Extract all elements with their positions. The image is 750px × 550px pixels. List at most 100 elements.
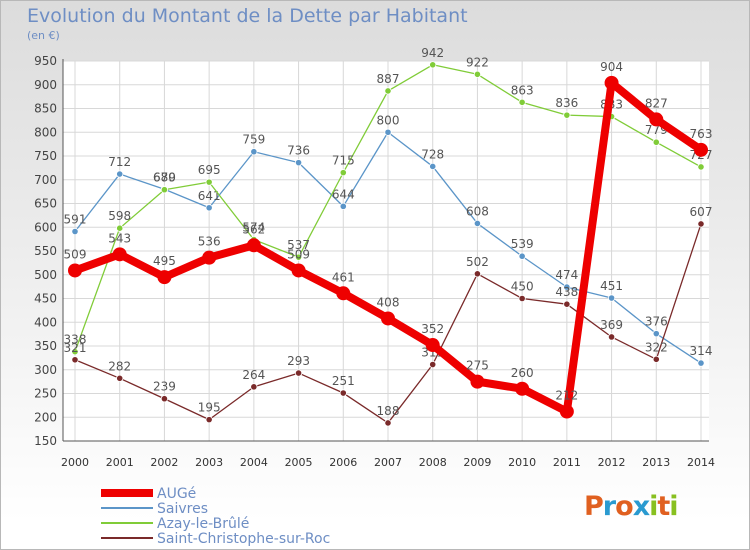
data-point xyxy=(294,159,303,167)
legend-label: Azay-le-Brûlé xyxy=(157,516,249,532)
data-point xyxy=(205,204,213,212)
data-point xyxy=(116,224,124,232)
logo-letter: x xyxy=(632,491,650,522)
data-label: 598 xyxy=(108,209,131,223)
data-point xyxy=(116,374,124,382)
legend-item: AUGé xyxy=(101,486,196,502)
data-point xyxy=(205,178,213,186)
data-label: 264 xyxy=(242,368,265,382)
data-point xyxy=(71,348,79,356)
data-label: 763 xyxy=(690,127,713,141)
y-tick-label: 400 xyxy=(34,315,57,329)
legend-label: Saint-Christophe-sur-Roc xyxy=(157,531,330,547)
data-label: 591 xyxy=(64,213,87,227)
data-point xyxy=(473,70,482,78)
y-tick-label: 750 xyxy=(34,149,57,163)
data-point xyxy=(470,374,485,389)
data-label: 450 xyxy=(511,280,534,294)
logo-letter: i xyxy=(669,491,678,522)
data-point xyxy=(250,148,258,156)
data-label: 679 xyxy=(153,171,176,185)
data-point xyxy=(291,263,306,278)
series-1: 591 712 680 641 759 736 644 800 728 608 539 474 451 3… xyxy=(64,113,712,367)
data-point xyxy=(563,283,571,291)
logo-letter: t xyxy=(657,491,670,522)
data-point xyxy=(384,87,392,95)
data-point xyxy=(294,369,303,377)
x-tick-label: 2006 xyxy=(329,456,357,469)
data-label: 188 xyxy=(377,404,400,418)
data-label: 942 xyxy=(421,46,444,60)
data-label: 352 xyxy=(421,322,444,336)
data-point xyxy=(518,252,526,260)
chart-title: Evolution du Montant de la Dette par Hab… xyxy=(27,5,468,27)
data-label: 863 xyxy=(511,83,534,97)
data-label: 502 xyxy=(466,255,489,269)
data-point xyxy=(339,169,347,177)
data-label: 800 xyxy=(377,113,400,127)
data-point xyxy=(160,186,169,194)
data-point xyxy=(336,286,351,301)
data-point xyxy=(652,330,660,338)
data-point xyxy=(339,202,347,210)
data-label: 260 xyxy=(511,366,534,380)
y-tick-label: 850 xyxy=(34,102,57,116)
y-tick-label: 800 xyxy=(34,125,57,139)
data-label: 251 xyxy=(332,374,355,388)
data-point xyxy=(384,128,392,136)
data-label: 369 xyxy=(600,318,623,332)
data-label: 537 xyxy=(287,238,310,252)
y-tick-label: 350 xyxy=(34,339,57,353)
data-label: 759 xyxy=(242,133,265,147)
data-point xyxy=(339,389,347,397)
legend-item: Azay-le-Brûlé xyxy=(101,516,249,532)
y-tick-label: 900 xyxy=(34,78,57,92)
series-0: 509 543 495 536 562 509 461 408 352 275 260 212 904 8… xyxy=(64,60,713,419)
data-point xyxy=(607,294,616,302)
y-tick-label: 500 xyxy=(34,268,57,282)
data-point xyxy=(607,333,616,341)
data-point xyxy=(604,75,619,90)
logo-letter: P xyxy=(584,491,604,522)
data-point xyxy=(652,138,660,146)
data-point xyxy=(515,381,530,396)
x-tick-label: 2001 xyxy=(106,456,134,469)
data-label: 695 xyxy=(198,163,221,177)
data-label: 239 xyxy=(153,380,176,394)
data-label: 321 xyxy=(64,341,87,355)
data-point xyxy=(112,247,127,262)
data-point xyxy=(429,162,437,171)
data-label: 536 xyxy=(198,235,221,249)
data-label: 539 xyxy=(511,237,534,251)
data-label: 887 xyxy=(377,72,400,86)
data-point xyxy=(250,383,258,391)
data-point xyxy=(68,263,82,278)
data-point xyxy=(473,219,482,228)
data-label: 282 xyxy=(108,359,131,373)
y-tick-label: 150 xyxy=(34,434,57,448)
data-point xyxy=(697,359,705,367)
data-label: 712 xyxy=(108,155,131,169)
x-tick-label: 2004 xyxy=(240,456,268,469)
y-tick-label: 550 xyxy=(34,244,57,258)
y-tick-label: 200 xyxy=(34,410,57,424)
y-tick-label: 450 xyxy=(34,292,57,306)
data-point xyxy=(697,163,705,171)
data-label: 509 xyxy=(64,247,87,261)
data-point xyxy=(518,294,526,303)
x-tick-label: 2014 xyxy=(687,456,715,469)
data-label: 293 xyxy=(287,354,310,368)
data-point xyxy=(563,111,571,119)
proxiti-logo: Proxiti xyxy=(584,491,679,522)
y-tick-label: 700 xyxy=(34,173,57,187)
x-tick-label: 2002 xyxy=(150,456,178,469)
data-point xyxy=(429,61,437,69)
data-point xyxy=(71,356,79,364)
legend-label: Saivres xyxy=(157,501,208,517)
data-point xyxy=(652,355,660,363)
data-label: 461 xyxy=(332,270,355,284)
x-tick-label: 2005 xyxy=(285,456,313,469)
